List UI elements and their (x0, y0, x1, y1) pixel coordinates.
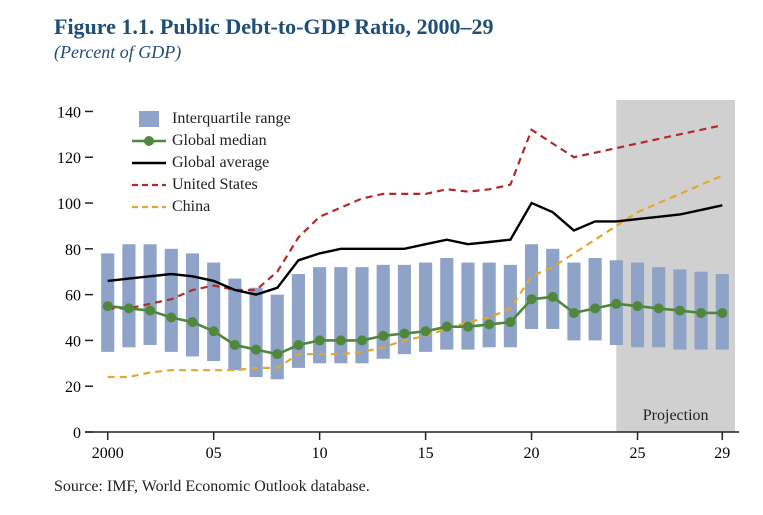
legend: Interquartile range Global median Global… (132, 108, 291, 218)
legend-label: Global median (172, 132, 267, 150)
iqr-bar (122, 244, 135, 347)
marker-median (654, 303, 664, 313)
iqr-bar (165, 249, 178, 352)
legend-label: Global average (172, 154, 269, 172)
marker-median (103, 301, 113, 311)
iqr-bar (186, 253, 199, 356)
x-tick-label: 20 (524, 445, 540, 462)
legend-item-china: China (132, 196, 291, 218)
marker-median (209, 326, 219, 336)
marker-median (505, 317, 515, 327)
iqr-bar (377, 265, 390, 359)
iqr-bar (419, 263, 432, 352)
iqr-bar (313, 267, 326, 363)
x-tick-label: 15 (418, 445, 434, 462)
marker-median (633, 301, 643, 311)
iqr-bar (355, 267, 368, 363)
y-tick-label: 60 (65, 288, 81, 305)
marker-median (315, 335, 325, 345)
legend-label: United States (172, 176, 258, 194)
legend-item-median: Global median (132, 130, 291, 152)
chart-plot: 0 20 40 60 80 100 120 140 2000 05 10 15 20 25 29 Projec… (0, 0, 763, 515)
marker-median (357, 335, 367, 345)
x-tick-label: 2000 (92, 445, 124, 462)
x-tick-label: 05 (206, 445, 222, 462)
iqr-bar (504, 265, 517, 347)
marker-median (336, 335, 346, 345)
iqr-bar (546, 249, 559, 329)
figure-container: { "title": "Figure 1.1. Public Debt-to-G… (0, 0, 763, 515)
marker-median (696, 308, 706, 318)
x-tick-label: 29 (714, 445, 730, 462)
legend-label: China (172, 198, 210, 216)
marker-median (272, 349, 282, 359)
marker-median (675, 306, 685, 316)
y-tick-label: 100 (57, 196, 81, 213)
marker-median (187, 317, 197, 327)
marker-median (527, 294, 537, 304)
x-tick-label: 10 (312, 445, 328, 462)
marker-median (230, 340, 240, 350)
marker-median (590, 303, 600, 313)
figure-source: Source: IMF, World Economic Outlook data… (54, 478, 370, 496)
legend-item-average: Global average (132, 152, 291, 174)
iqr-bar (589, 258, 602, 340)
marker-median (717, 308, 727, 318)
iqr-bar (249, 288, 262, 377)
marker-median (442, 322, 452, 332)
marker-median (569, 308, 579, 318)
marker-median (399, 329, 409, 339)
projection-label: Projection (643, 407, 709, 424)
iqr-bar (483, 263, 496, 348)
marker-median (124, 303, 134, 313)
marker-median (145, 306, 155, 316)
marker-median (611, 299, 621, 309)
x-tick-label: 25 (630, 445, 646, 462)
legend-item-iqr: Interquartile range (132, 108, 291, 130)
iqr-bar (525, 244, 538, 329)
iqr-bar (228, 279, 241, 371)
y-tick-label: 40 (65, 333, 81, 350)
legend-item-us: United States (132, 174, 291, 196)
iqr-bar (207, 263, 220, 361)
iqr-bar (461, 263, 474, 350)
y-tick-label: 20 (65, 379, 81, 396)
marker-median (484, 319, 494, 329)
y-tick-label: 80 (65, 242, 81, 259)
marker-median (421, 326, 431, 336)
marker-median (166, 313, 176, 323)
marker-median (378, 331, 388, 341)
iqr-bar (567, 263, 580, 341)
legend-label: Interquartile range (172, 110, 291, 128)
y-tick-label: 140 (57, 104, 81, 121)
y-tick-label: 0 (73, 425, 81, 442)
marker-median (463, 322, 473, 332)
marker-median (251, 345, 261, 355)
marker-median (548, 292, 558, 302)
marker-median (293, 340, 303, 350)
iqr-bar (144, 244, 157, 345)
y-tick-label: 120 (57, 150, 81, 167)
iqr-bar (334, 267, 347, 363)
iqr-bar (440, 258, 453, 350)
